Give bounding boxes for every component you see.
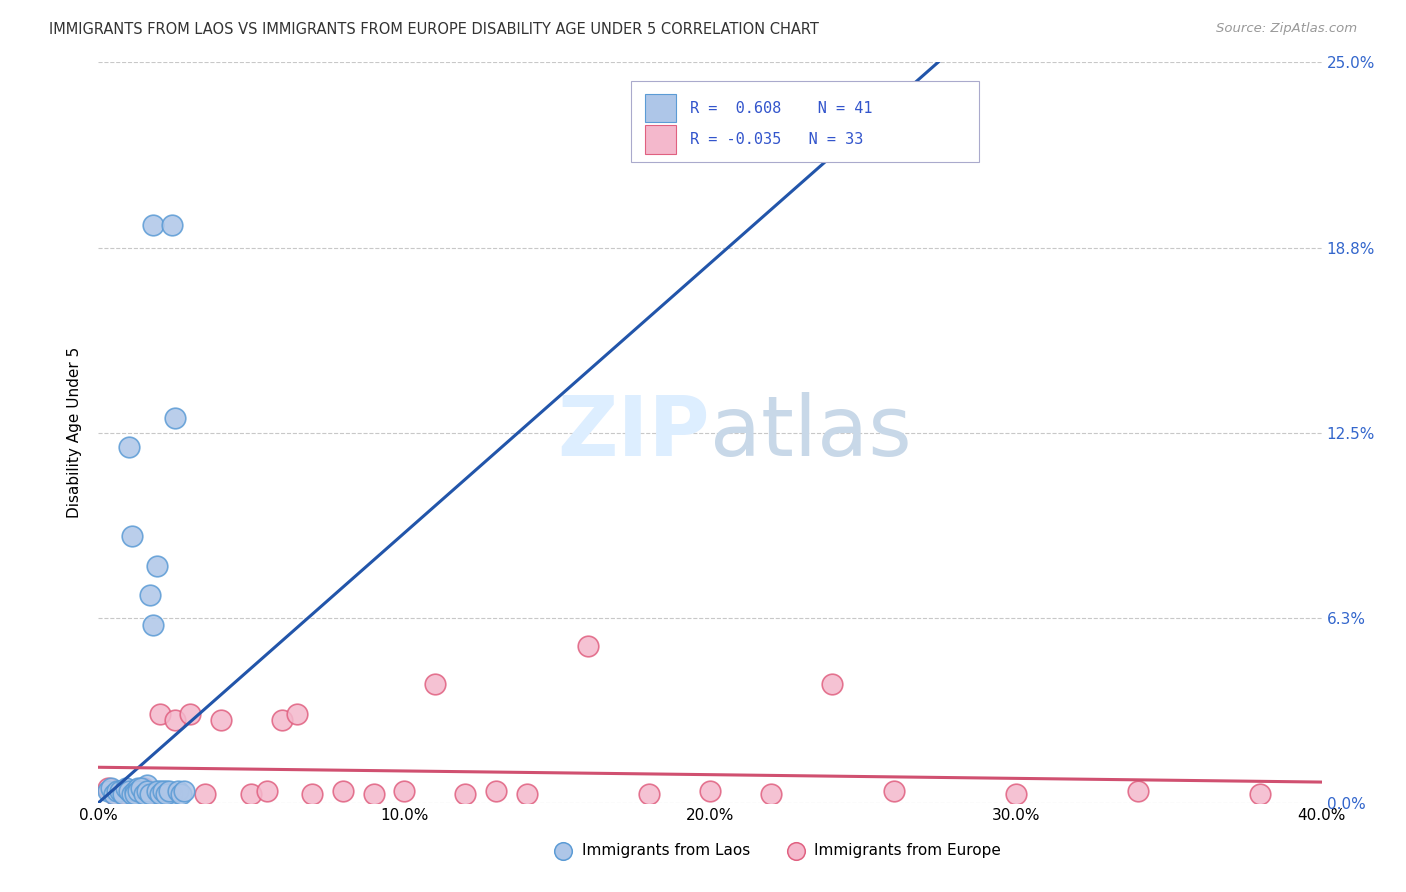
Point <box>576 639 599 653</box>
Point <box>124 784 146 798</box>
Point <box>270 713 292 727</box>
Point <box>108 784 131 798</box>
Point <box>163 713 186 727</box>
Point <box>139 787 162 801</box>
Point <box>883 784 905 798</box>
Point <box>115 787 138 801</box>
Point <box>103 787 125 801</box>
Point <box>167 784 190 798</box>
Point <box>124 787 146 801</box>
Point <box>1004 787 1026 801</box>
Point <box>157 784 180 798</box>
Text: Source: ZipAtlas.com: Source: ZipAtlas.com <box>1216 22 1357 36</box>
Point <box>285 706 308 721</box>
Point <box>163 410 186 425</box>
Text: ZIP: ZIP <box>558 392 710 473</box>
Point <box>160 219 183 233</box>
Text: atlas: atlas <box>710 392 911 473</box>
Point <box>127 780 149 795</box>
Point <box>423 677 446 691</box>
Point <box>105 784 128 798</box>
Text: R =  0.608    N = 41: R = 0.608 N = 41 <box>690 101 873 116</box>
Point <box>699 784 721 798</box>
Point <box>170 787 193 801</box>
Point <box>152 784 174 798</box>
Point <box>454 787 477 801</box>
Point <box>134 780 156 795</box>
Point <box>145 558 167 573</box>
Point <box>155 784 177 798</box>
Point <box>637 787 661 801</box>
Point <box>129 784 152 798</box>
Point <box>301 787 323 801</box>
Point <box>111 787 134 801</box>
Text: R = -0.035   N = 33: R = -0.035 N = 33 <box>690 132 863 147</box>
Point <box>149 706 172 721</box>
Point <box>256 784 278 798</box>
Point <box>759 787 782 801</box>
Point <box>136 784 159 798</box>
Point <box>160 787 183 801</box>
Point <box>209 713 232 727</box>
Point <box>516 787 538 801</box>
Point <box>145 784 167 798</box>
Point <box>149 784 172 798</box>
Point <box>100 780 122 795</box>
Point <box>118 441 141 455</box>
Point <box>108 784 131 798</box>
FancyBboxPatch shape <box>630 81 979 162</box>
Text: Immigrants from Laos: Immigrants from Laos <box>582 844 749 858</box>
Point <box>149 787 172 801</box>
Point <box>97 784 120 798</box>
Text: Immigrants from Europe: Immigrants from Europe <box>814 844 1001 858</box>
Point <box>179 706 201 721</box>
Point <box>118 784 141 798</box>
Point <box>115 780 138 795</box>
Point <box>173 784 195 798</box>
Point <box>155 787 177 801</box>
Point <box>121 787 143 801</box>
Point <box>103 787 125 801</box>
Point <box>134 787 156 801</box>
Point <box>485 784 508 798</box>
Point <box>127 784 149 798</box>
Point <box>139 589 162 603</box>
Point <box>1249 787 1271 801</box>
FancyBboxPatch shape <box>645 95 676 122</box>
Point <box>332 784 354 798</box>
Point <box>97 780 120 795</box>
Point <box>363 787 385 801</box>
Point <box>124 784 146 798</box>
Point <box>129 780 152 795</box>
Point <box>142 219 165 233</box>
Point <box>392 784 416 798</box>
Point <box>142 787 165 801</box>
Point <box>157 789 180 804</box>
FancyBboxPatch shape <box>645 126 676 153</box>
Point <box>194 787 217 801</box>
Text: IMMIGRANTS FROM LAOS VS IMMIGRANTS FROM EUROPE DISABILITY AGE UNDER 5 CORRELATIO: IMMIGRANTS FROM LAOS VS IMMIGRANTS FROM … <box>49 22 820 37</box>
Y-axis label: Disability Age Under 5: Disability Age Under 5 <box>67 347 83 518</box>
Point <box>142 618 165 632</box>
Point <box>121 529 143 543</box>
Point <box>240 787 263 801</box>
Point <box>821 677 844 691</box>
Point <box>136 778 159 792</box>
Point <box>152 787 174 801</box>
Point <box>1128 784 1150 798</box>
Point <box>134 787 156 801</box>
